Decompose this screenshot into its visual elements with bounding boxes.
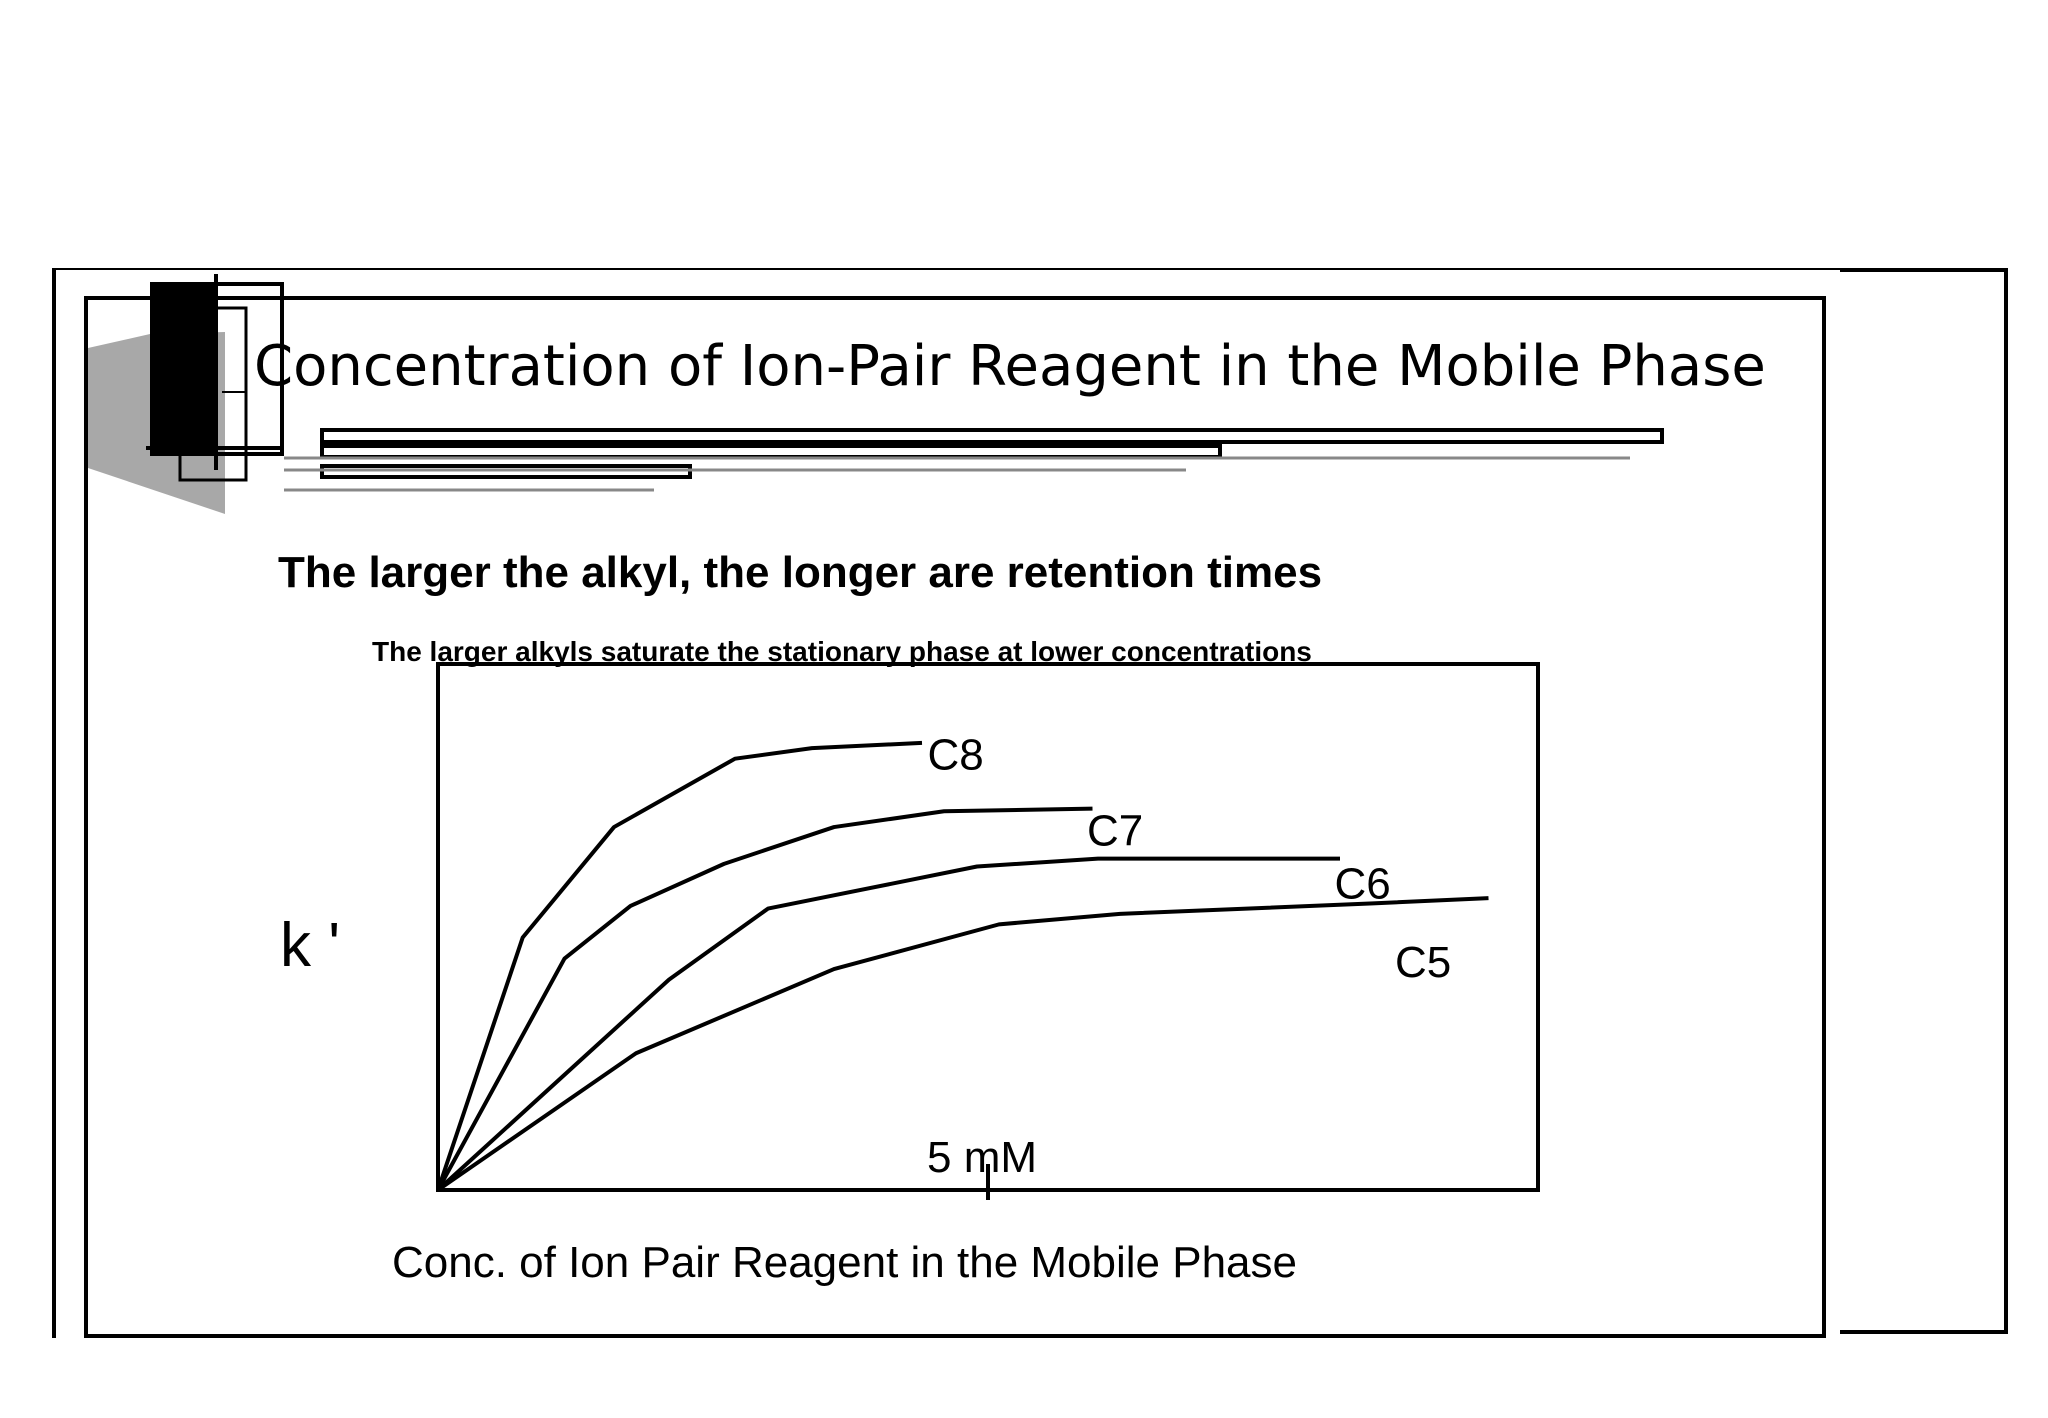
series-line-c7 [436,806,1093,1191]
series-line-c5 [436,896,1489,1192]
series-label-c7: C7 [1087,807,1143,856]
series-label-c6: C6 [1335,859,1391,908]
x-axis-label: Conc. of Ion Pair Reagent in the Mobile … [392,1238,1297,1287]
deco-bar-1 [320,428,1664,444]
outer-frame-left [52,268,56,1338]
tick-layer: 5 mM [927,1133,1037,1200]
x-tick-label: 5 mM [927,1133,1037,1182]
series-label-c8: C8 [928,730,984,779]
slide-title: Concentration of Ion-Pair Reagent in the… [254,334,1766,399]
y-axis-label: k ' [280,911,341,980]
deco-box-inner [178,306,248,482]
slide-note: The larger alkyls saturate the stationar… [372,636,1312,667]
right-frame-box [1840,268,2008,1334]
black-block-shape [152,284,216,454]
series-line-c6 [436,856,1340,1192]
series-line-c8 [436,740,923,1191]
slide-subtitle: The larger the alkyl, the longer are ret… [278,548,1323,597]
series-label-c5: C5 [1395,938,1451,987]
outer-frame-top [52,268,1840,270]
